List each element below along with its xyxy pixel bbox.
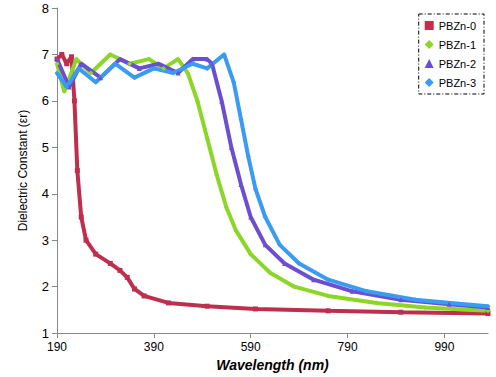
svg-text:PBZn-3: PBZn-3 <box>439 77 476 89</box>
svg-text:Dielectric Constant (εr): Dielectric Constant (εr) <box>16 110 30 231</box>
svg-text:4: 4 <box>42 186 49 201</box>
svg-text:6: 6 <box>42 93 49 108</box>
svg-text:790: 790 <box>338 340 358 354</box>
svg-text:2: 2 <box>42 279 49 294</box>
svg-text:590: 590 <box>241 340 261 354</box>
svg-text:PBZn-2: PBZn-2 <box>439 58 476 70</box>
svg-text:990: 990 <box>434 340 454 354</box>
svg-text:7: 7 <box>42 47 49 62</box>
svg-text:5: 5 <box>42 140 49 155</box>
svg-text:PBZn-1: PBZn-1 <box>439 39 476 51</box>
svg-text:3: 3 <box>42 233 49 248</box>
svg-text:190: 190 <box>47 340 67 354</box>
svg-text:390: 390 <box>144 340 164 354</box>
svg-text:Wavelength (nm): Wavelength (nm) <box>216 357 329 373</box>
svg-text:1: 1 <box>42 326 49 341</box>
svg-text:8: 8 <box>42 1 49 16</box>
svg-text:PBZn-0: PBZn-0 <box>439 20 476 32</box>
